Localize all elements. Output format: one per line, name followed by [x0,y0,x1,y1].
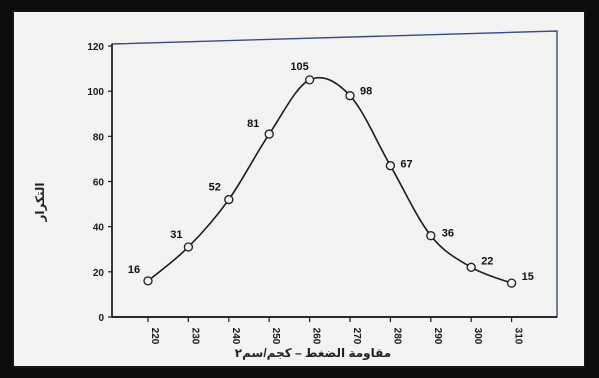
data-label: 22 [481,255,493,267]
x-tick-label: 290 [432,328,443,345]
plot-border [111,30,558,318]
x-tick-label: 220 [149,328,160,345]
data-point [426,231,436,241]
data-point [224,194,234,205]
x-tick-label: 260 [311,328,322,345]
data-label: 36 [442,228,454,240]
data-label: 105 [290,61,308,73]
y-axis-ticks: 0 20 40 60 80 100 120 [87,42,112,324]
data-label: 81 [247,118,259,130]
y-tick-label: 20 [93,268,105,279]
data-point [264,129,274,139]
data-label: 16 [128,264,140,276]
data-point [143,276,153,286]
x-axis-ticks: 220 230 240 250 260 270 280 290 300 310 [147,317,524,345]
data-label: 31 [170,229,182,241]
x-tick-label: 250 [270,328,281,345]
plot-frame [111,30,558,318]
data-point [506,278,517,288]
series-line [147,76,512,284]
y-tick-label: 100 [87,87,104,98]
data-label: 67 [400,159,412,171]
chart-paper [12,10,586,368]
x-tick-label: 270 [351,328,362,345]
data-label: 15 [522,271,534,283]
x-tick-label: 310 [513,328,524,345]
data-point [183,242,194,252]
data-labels: 16 31 52 81 105 98 67 36 22 15 [128,61,534,283]
y-tick-label: 80 [93,132,105,143]
data-point [466,262,476,272]
x-tick-label: 280 [391,328,402,345]
y-tick-label: 40 [93,223,105,234]
x-tick-label: 240 [230,328,241,345]
y-axis-title: التكرار [33,183,47,223]
x-tick-label: 300 [472,328,483,345]
series-points [143,75,517,288]
data-point [345,91,355,101]
data-point [385,161,396,171]
series-curve [147,76,512,284]
y-tick-label: 0 [98,313,104,324]
data-label: 52 [209,182,221,194]
x-tick-label: 230 [189,328,200,345]
data-point [304,75,315,85]
x-axis-title: مقاومة الضغط – كجم/سم٢ [235,346,391,361]
y-tick-label: 60 [93,178,105,189]
data-label: 98 [360,86,372,98]
y-tick-label: 120 [87,42,104,53]
